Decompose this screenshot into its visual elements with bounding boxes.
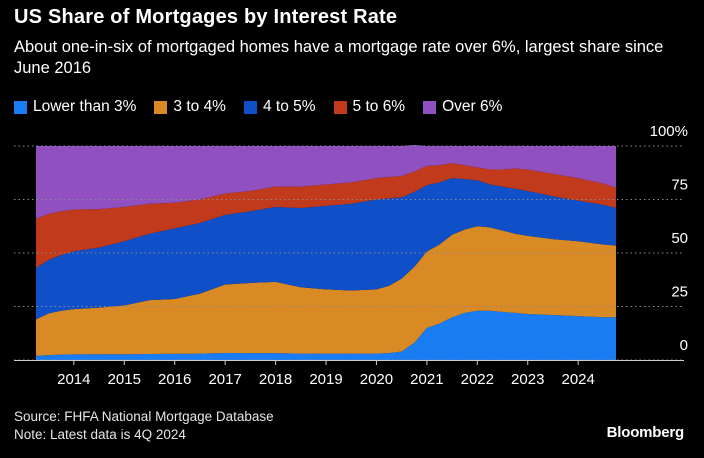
x-tick-label: 2021 bbox=[410, 371, 443, 388]
y-tick-label: 0 bbox=[680, 337, 688, 354]
legend-swatch bbox=[14, 100, 27, 114]
x-tick-label: 2016 bbox=[158, 371, 191, 388]
x-tick-label: 2024 bbox=[561, 371, 594, 388]
x-tick-label: 2020 bbox=[360, 371, 393, 388]
legend-label: Over 6% bbox=[442, 98, 503, 115]
area-series bbox=[36, 226, 616, 356]
legend-swatch bbox=[333, 100, 347, 114]
area-series bbox=[36, 163, 616, 268]
chart-title: US Share of Mortgages by Interest Rate bbox=[14, 6, 398, 28]
stacked-area-chart: 0 25 50 75 100% 2014 2015 2016 2017 2018 2019 2020 2… bbox=[14, 123, 688, 388]
legend-label: 3 to 4% bbox=[173, 98, 226, 115]
legend-item: Over 6% bbox=[423, 98, 502, 116]
legend-item: 5 to 6% bbox=[333, 98, 406, 116]
bloomberg-logo: Bloomberg bbox=[606, 424, 685, 441]
chart-subtitle: About one-in-six of mortgaged homes have… bbox=[14, 38, 664, 77]
legend: Lower than 3% 3 to 4% 4 to 5% 5 to 6% Over 6… bbox=[14, 98, 502, 116]
x-tick-label: 2014 bbox=[57, 371, 90, 388]
legend-label: 4 to 5% bbox=[262, 98, 316, 115]
x-tick-label: 2018 bbox=[259, 371, 292, 388]
legend-swatch bbox=[154, 100, 168, 114]
x-tick-label: 2017 bbox=[208, 371, 241, 388]
legend-label: Lower than 3% bbox=[33, 98, 137, 115]
x-tick-label: 2019 bbox=[309, 371, 342, 388]
y-tick-label: 25 bbox=[671, 284, 688, 301]
legend-item: Lower than 3% bbox=[14, 98, 136, 116]
x-tick-label: 2015 bbox=[108, 371, 141, 388]
y-tick-label: 100% bbox=[650, 123, 688, 140]
y-tick-label: 50 bbox=[671, 230, 688, 247]
legend-item: 4 to 5% bbox=[243, 98, 316, 116]
legend-swatch bbox=[423, 100, 437, 114]
x-tick-label: 2023 bbox=[511, 371, 544, 388]
area-series bbox=[36, 310, 616, 360]
data-note: Note: Latest data is 4Q 2024 bbox=[14, 427, 186, 442]
y-tick-label: 75 bbox=[671, 177, 688, 194]
source-note: Source: FHFA National Mortgage Database bbox=[14, 409, 274, 424]
x-tick-label: 2022 bbox=[461, 371, 494, 388]
footer: Source: FHFA National Mortgage Database … bbox=[14, 408, 274, 444]
area-series bbox=[36, 178, 616, 320]
legend-label: 5 to 6% bbox=[352, 98, 406, 115]
legend-swatch bbox=[243, 100, 257, 114]
legend-item: 3 to 4% bbox=[154, 98, 226, 116]
area-series bbox=[36, 144, 616, 219]
